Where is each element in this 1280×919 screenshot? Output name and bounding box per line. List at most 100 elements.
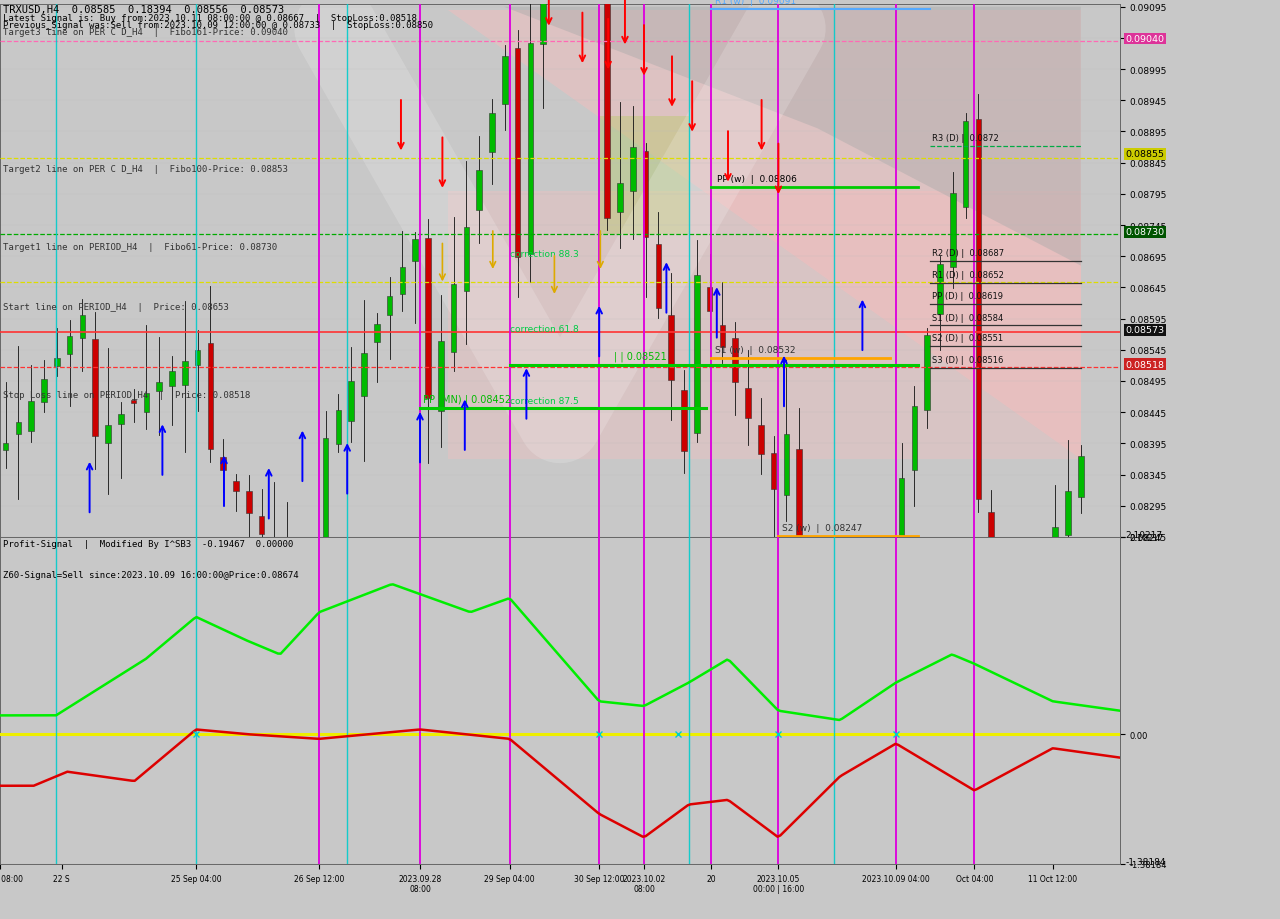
Bar	[425, 238, 431, 399]
Bar	[489, 114, 495, 153]
Bar	[3, 444, 9, 450]
Bar	[1078, 457, 1084, 497]
Bar	[374, 325, 380, 343]
Text: correction 61.8: correction 61.8	[509, 324, 579, 334]
Text: 0.08573: 0.08573	[1125, 326, 1165, 335]
Bar	[284, 560, 291, 577]
Text: S2 (D) |  0.08551: S2 (D) | 0.08551	[932, 334, 1004, 343]
Bar	[655, 244, 662, 309]
Text: 0.08730: 0.08730	[1125, 228, 1165, 237]
Bar	[937, 265, 943, 314]
Bar	[361, 354, 367, 396]
Text: | | 0.08521: | | 0.08521	[614, 351, 667, 362]
Polygon shape	[448, 11, 1080, 460]
Text: R1 (D) |  0.08652: R1 (D) | 0.08652	[932, 271, 1004, 280]
Bar	[963, 122, 969, 208]
Text: R2 (D) |  0.08687: R2 (D) | 0.08687	[932, 249, 1004, 258]
Bar	[143, 393, 150, 413]
Bar	[924, 335, 931, 411]
Text: S1 (w)  |  0.08532: S1 (w) | 0.08532	[714, 346, 795, 355]
Text: Start line on PERIOD_H4  |  Price: 0.08653: Start line on PERIOD_H4 | Price: 0.08653	[4, 303, 229, 312]
Bar	[783, 435, 790, 495]
Text: S3 (D) |  0.08516: S3 (D) | 0.08516	[932, 356, 1004, 365]
Bar	[1052, 528, 1059, 919]
Text: 0.09040: 0.09040	[1125, 35, 1165, 44]
Bar	[796, 449, 803, 684]
Text: TRXUSD,H4  0.08585  0.18394  0.08556  0.08573: TRXUSD,H4 0.08585 0.18394 0.08556 0.0857…	[4, 6, 284, 16]
Bar	[1001, 602, 1007, 713]
Text: Latest Signal is: Buy from:2023.10.11 08:00:00 @ 0.08667  |  StopLoss:0.08518: Latest Signal is: Buy from:2023.10.11 08…	[4, 14, 417, 23]
Bar	[604, 0, 611, 219]
Bar	[54, 358, 60, 366]
Text: PP (w)  |  0.08806: PP (w) | 0.08806	[717, 175, 796, 184]
Bar	[156, 382, 163, 391]
Text: 2.10217: 2.10217	[1125, 530, 1162, 539]
Text: 0.08855: 0.08855	[1125, 151, 1165, 159]
Bar	[335, 411, 342, 445]
Bar	[297, 586, 303, 599]
Bar	[630, 148, 636, 192]
Text: Profit-Signal  |  Modified By I^SB3  -0.19467  0.00000: Profit-Signal | Modified By I^SB3 -0.194…	[4, 539, 293, 548]
Bar	[1014, 698, 1020, 820]
Bar	[975, 119, 982, 499]
Bar	[911, 407, 918, 471]
Text: Previous_Signal was:Sell from:2023.10.09 12:00:00 @ 0.08733  |  StopLoss:0.08850: Previous_Signal was:Sell from:2023.10.09…	[4, 20, 434, 29]
Bar	[131, 401, 137, 404]
Bar	[694, 276, 700, 434]
Text: correction 88.3: correction 88.3	[509, 250, 579, 259]
Text: PP (D) |  0.08619: PP (D) | 0.08619	[932, 291, 1002, 301]
Bar	[15, 423, 22, 435]
Bar	[668, 315, 675, 380]
Bar	[220, 458, 227, 471]
Bar	[246, 492, 252, 514]
Bar	[643, 153, 649, 238]
Bar	[771, 454, 777, 490]
Text: R3 (D) |  0.0872: R3 (D) | 0.0872	[932, 134, 998, 143]
Bar	[1065, 492, 1071, 535]
Bar	[719, 326, 726, 347]
Polygon shape	[448, 191, 1080, 460]
Bar	[540, 0, 547, 45]
Text: S1 (D) |  0.08584: S1 (D) | 0.08584	[932, 313, 1004, 323]
Bar	[399, 268, 406, 295]
Bar	[233, 482, 239, 492]
Polygon shape	[599, 117, 689, 235]
Text: Target2 line on PER C D_H4  |  Fibo100-Price: 0.08853: Target2 line on PER C D_H4 | Fibo100-Pri…	[4, 165, 288, 174]
Text: Target1 line on PERIOD_H4  |  Fibo61-Price: 0.08730: Target1 line on PERIOD_H4 | Fibo61-Price…	[4, 243, 278, 252]
Bar	[950, 193, 956, 267]
Text: Target3 line on PER C D_H4  |  Fibo161-Price: 0.09040: Target3 line on PER C D_H4 | Fibo161-Pri…	[4, 28, 288, 37]
Bar	[323, 439, 329, 617]
Text: Z60-Signal=Sell since:2023.10.09 16:00:00@Price:0.08674: Z60-Signal=Sell since:2023.10.09 16:00:0…	[4, 570, 300, 579]
Text: correction 87.5: correction 87.5	[509, 396, 579, 405]
Bar	[515, 49, 521, 257]
Bar	[617, 184, 623, 213]
Bar	[28, 402, 35, 432]
Bar	[195, 351, 201, 366]
Bar	[271, 542, 278, 556]
Bar	[310, 597, 316, 620]
Text: 0.08518: 0.08518	[1125, 360, 1165, 369]
Bar	[105, 425, 111, 443]
Bar	[92, 339, 99, 437]
Bar	[707, 288, 713, 312]
Bar	[502, 57, 508, 106]
Text: PP (MN) | 0.08452: PP (MN) | 0.08452	[424, 394, 512, 404]
Bar	[899, 478, 905, 919]
Bar	[348, 382, 355, 422]
Bar	[988, 513, 995, 606]
Bar	[451, 285, 457, 353]
Bar	[1027, 813, 1033, 919]
Bar	[207, 344, 214, 449]
Bar	[79, 316, 86, 339]
Bar	[259, 516, 265, 535]
Bar	[387, 297, 393, 315]
Bar	[463, 228, 470, 292]
Text: Stop Loss line on PERIOD_H4  |  Price: 0.08518: Stop Loss line on PERIOD_H4 | Price: 0.0…	[4, 391, 251, 400]
Polygon shape	[504, 7, 1080, 267]
Bar	[412, 240, 419, 262]
Bar	[438, 342, 444, 412]
Bar	[169, 372, 175, 386]
Text: S2 (w)  |  0.08247: S2 (w) | 0.08247	[782, 523, 861, 532]
Bar	[681, 391, 687, 451]
Bar	[476, 171, 483, 210]
